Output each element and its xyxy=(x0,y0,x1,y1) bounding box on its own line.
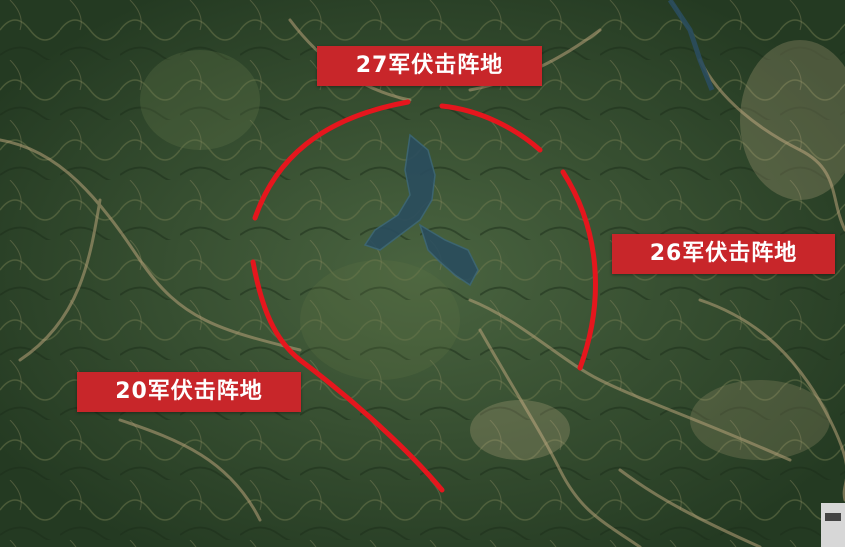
army-27-ambush-label: 27军伏击阵地 xyxy=(317,46,542,86)
reservoir xyxy=(363,133,479,287)
army-26-ambush-label: 26军伏击阵地 xyxy=(612,234,835,274)
army-20-ambush-label: 20军伏击阵地 xyxy=(77,372,301,412)
arc-north-west xyxy=(252,99,411,221)
arc-north-east xyxy=(439,103,543,153)
terrain-patches xyxy=(140,40,845,460)
arc-south-west xyxy=(250,259,445,493)
arc-east xyxy=(560,169,598,371)
ambush-arc xyxy=(250,99,598,493)
valley-lines xyxy=(0,18,845,547)
watermark-icon xyxy=(821,503,845,547)
river-north xyxy=(667,0,715,91)
